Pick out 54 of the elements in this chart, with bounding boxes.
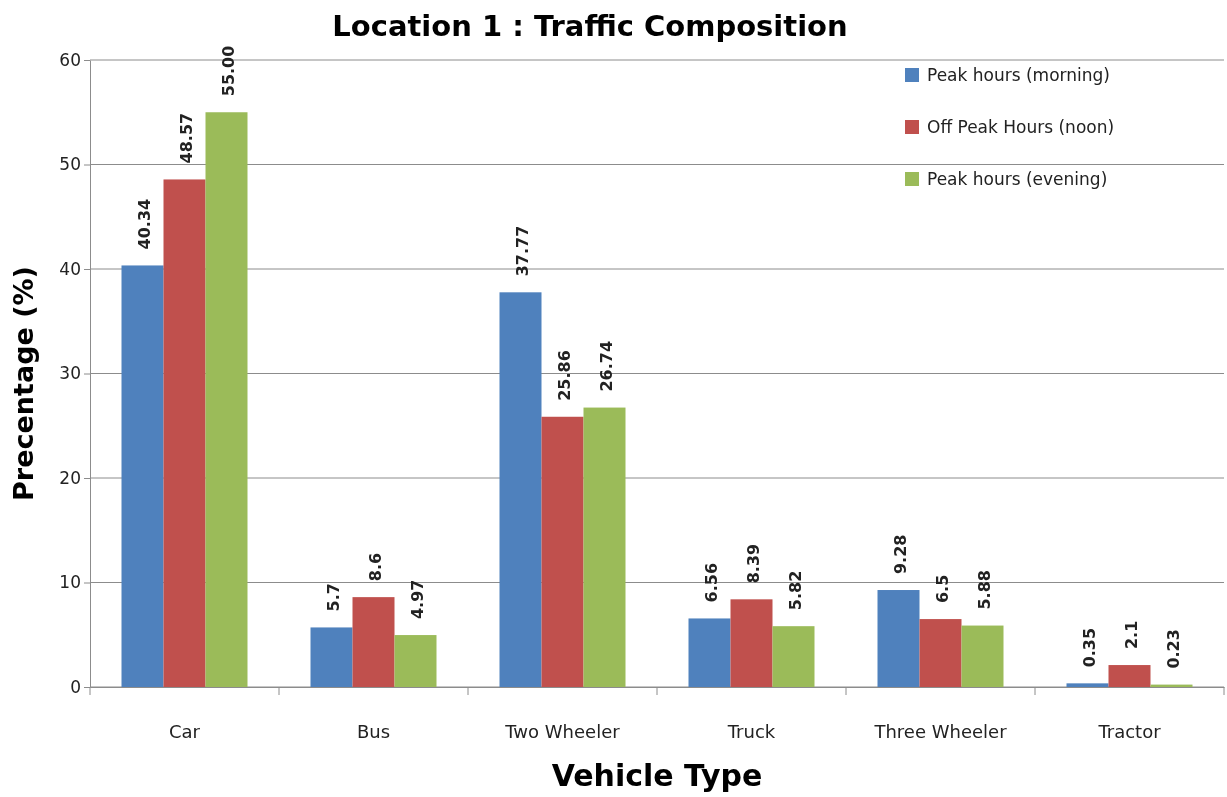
legend-label: Peak hours (morning) [927,65,1110,85]
y-tick-label: 20 [59,467,81,488]
data-label: 48.57 [176,112,196,164]
data-label: 25.86 [554,350,574,401]
data-label: 5.88 [974,570,994,610]
x-tick-label: Tractor [1097,720,1162,742]
x-tick-label: Truck [726,720,776,742]
y-tick-label: 40 [59,258,81,279]
data-label: 26.74 [596,340,616,392]
data-label: 8.6 [365,552,385,582]
bar [877,590,920,687]
legend-label: Peak hours (evening) [927,169,1108,189]
data-label: 6.56 [701,562,721,603]
y-tick-label: 60 [59,49,81,70]
y-tick-label: 30 [59,363,81,384]
y-tick-label: 50 [59,154,81,175]
x-tick-label: Bus [356,720,391,742]
bar [352,597,395,687]
bar [919,619,962,687]
x-axis-title: Vehicle Type [551,758,763,793]
bar [394,635,437,687]
data-label: 55.00 [218,45,238,97]
bar [688,618,731,687]
bar [163,179,206,687]
y-tick-label: 0 [70,676,81,697]
data-label: 5.7 [323,583,343,612]
data-label: 5.82 [785,570,805,611]
legend-label: Off Peak Hours (noon) [927,117,1115,137]
x-tick-label: Car [169,720,201,742]
bar [1066,683,1109,687]
bar [310,627,353,687]
data-label: 9.28 [890,534,910,575]
data-label: 8.39 [743,543,763,584]
bar [772,626,815,687]
bar [961,625,1004,687]
data-label: 4.97 [407,579,427,620]
data-label: 0.35 [1079,627,1099,668]
bar [583,407,626,687]
bar [1108,665,1151,687]
bar [205,112,248,687]
bar [121,265,164,687]
bar [541,416,584,687]
x-tick-label: Three Wheeler [873,720,1008,742]
bar [730,599,773,687]
y-axis-title: Precentage (%) [8,266,39,501]
data-label: 37.77 [512,225,532,277]
data-label: 40.34 [134,198,154,250]
data-label: 2.1 [1121,620,1141,650]
chart-title: Location 1 : Traffic Composition [332,9,848,43]
data-label: 6.5 [932,574,952,604]
y-tick-label: 10 [59,572,81,593]
bar [499,292,542,687]
data-label: 0.23 [1163,629,1183,669]
x-tick-label: Two Wheeler [504,720,621,742]
